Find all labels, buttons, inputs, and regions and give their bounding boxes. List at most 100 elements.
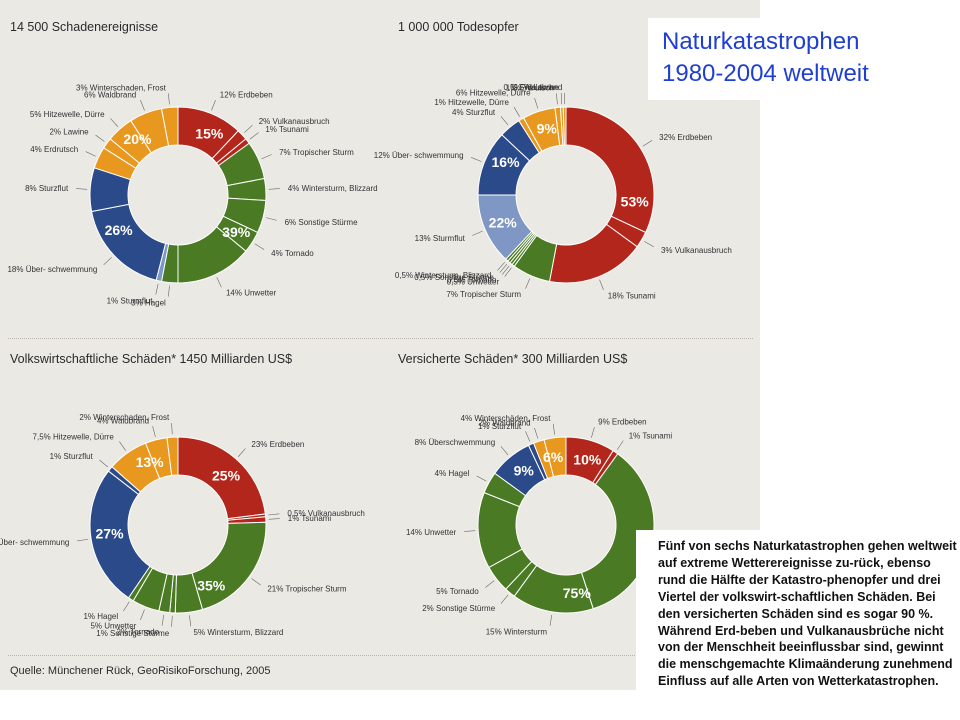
leader-line <box>268 518 280 520</box>
leader-line <box>534 97 539 109</box>
leader-line <box>119 441 126 451</box>
pie-slice <box>166 436 179 476</box>
explanation-text: Fünf von sechs Naturkatastrophen gehen w… <box>658 539 957 689</box>
group-percent-label: 53% <box>621 193 650 209</box>
overlay-title-line: Naturkatastrophen <box>662 28 860 55</box>
slice-label: 15% Wintersturm <box>486 628 548 637</box>
slice-label: 1% Sturzflut <box>478 422 522 431</box>
slice-label: 6% Waldbrand <box>84 91 136 100</box>
slice-label: 4% Sturzflut <box>452 108 496 117</box>
leader-line <box>525 278 531 289</box>
leader-line <box>501 265 510 275</box>
slice-label: 13% Sturmflut <box>415 234 466 243</box>
pie-slice <box>543 436 567 478</box>
leader-line <box>556 93 558 105</box>
slice-label: 0,5% Lawine <box>513 83 559 92</box>
leader-line <box>560 93 563 105</box>
group-percent-label: 15% <box>195 126 224 142</box>
leader-line <box>85 151 96 157</box>
leader-line <box>168 93 170 105</box>
leader-line <box>591 426 595 438</box>
source-note: Quelle: Münchener Rück, GeoRisikoForschu… <box>10 665 271 677</box>
slice-label: 4% Hagel <box>435 469 470 478</box>
slice-label: 1% Sturmflut <box>107 296 154 305</box>
slice-label: 2% Sonstige Stürme <box>422 604 495 613</box>
slice-label: 8% Sturzflut <box>25 184 69 193</box>
leader-line <box>476 475 487 482</box>
chart-title-deaths: 1 000 000 Todesopfer <box>398 20 519 34</box>
slice-label: 4% Waldbrand <box>97 416 149 425</box>
group-percent-label: 9% <box>537 121 558 137</box>
leader-line <box>140 100 145 111</box>
slice-label: 2% Waldbrand <box>478 418 530 427</box>
chart-title-events: 14 500 Schadenereignisse <box>10 20 159 34</box>
leader-line <box>261 154 272 160</box>
group-percent-label: 22% <box>489 214 518 230</box>
leader-line <box>189 615 192 627</box>
leader-line <box>500 116 509 126</box>
group-percent-label: 20% <box>123 131 152 147</box>
pie-slice <box>89 470 151 599</box>
slice-label: 8% Überschwemmung <box>415 438 495 447</box>
leader-line <box>266 217 277 221</box>
slice-label: 14% Unwetter <box>226 289 277 298</box>
section-separator <box>8 655 753 656</box>
slice-label: 5% Tornado <box>436 587 479 596</box>
leader-line <box>642 140 653 147</box>
slice-label: 1% Tsunami <box>265 125 309 134</box>
pie-slice <box>565 106 655 234</box>
slice-label: 0,5% Vulkanausbruch <box>287 509 365 518</box>
slice-label: 5% Unwetter <box>90 621 136 630</box>
leader-line <box>549 614 553 626</box>
slice-label: 32% Erdbeben <box>659 133 712 142</box>
slice-label: 1% Tsunami <box>629 432 673 441</box>
section-separator <box>8 338 753 339</box>
leader-line <box>168 285 170 297</box>
leader-line <box>534 427 539 439</box>
chart-title-economic-losses: Volkswirtschaftliche Schäden* 1450 Milli… <box>10 352 293 366</box>
slice-label: 1% Tsunami <box>288 514 332 523</box>
leader-line <box>500 446 509 456</box>
slice-label: 1% Erdrutsch <box>506 83 554 92</box>
leader-line <box>103 257 112 266</box>
leader-line <box>211 100 216 111</box>
group-percent-label: 9% <box>514 462 535 478</box>
slice-label: 7,5% Hitzewelle, Dürre <box>33 433 115 442</box>
leader-line <box>155 283 159 295</box>
slice-label: 18% Über- schwemmung <box>7 265 97 274</box>
slice-label: 6% Sonstige Stürme <box>285 218 358 227</box>
slice-label: 14% Unwetter <box>406 528 457 537</box>
slice-label: 3% Hagel <box>131 299 166 308</box>
overlay-title-line: 1980-2004 weltweit <box>662 60 869 87</box>
group-percent-label: 39% <box>222 224 251 240</box>
slice-label: 3% Winterschaden, Frost <box>76 83 167 92</box>
leader-line <box>504 267 512 277</box>
leader-line <box>471 157 482 162</box>
slice-label: 12% Über- schwemmung <box>374 151 464 160</box>
leader-line <box>171 423 173 435</box>
leader-line <box>152 426 156 437</box>
slice-label: 2% Vulkanausbruch <box>259 117 330 126</box>
slice-label: 0,5% Waldbrand <box>503 83 562 92</box>
slice-label: 4% Winterschäden, Frost <box>461 414 552 423</box>
leader-line <box>616 440 624 450</box>
slice-label: 4% Tornado <box>271 249 314 258</box>
slice-label: 23% Erdbeben <box>251 440 304 449</box>
slice-label: 12% Erdbeben <box>220 91 273 100</box>
leader-line <box>268 513 280 516</box>
leader-line <box>140 609 145 620</box>
group-percent-label: 16% <box>492 154 521 170</box>
explanation-note: Fünf von sechs Naturkatastrophen gehen w… <box>636 530 960 720</box>
leader-line <box>254 243 265 250</box>
slice-label: 1% Hitzewelle, Dürre <box>434 98 509 107</box>
group-percent-label: 25% <box>212 467 241 483</box>
slice-label: 0,5% Sonstige Stürme <box>414 273 494 282</box>
pie-slice <box>191 521 267 611</box>
leader-line <box>216 277 222 288</box>
pie-slice <box>160 106 179 147</box>
slice-label: 7% Tropischer Sturm <box>279 148 354 157</box>
group-percent-label: 6% <box>543 449 564 465</box>
leader-line <box>171 615 173 627</box>
leader-line <box>500 594 509 604</box>
